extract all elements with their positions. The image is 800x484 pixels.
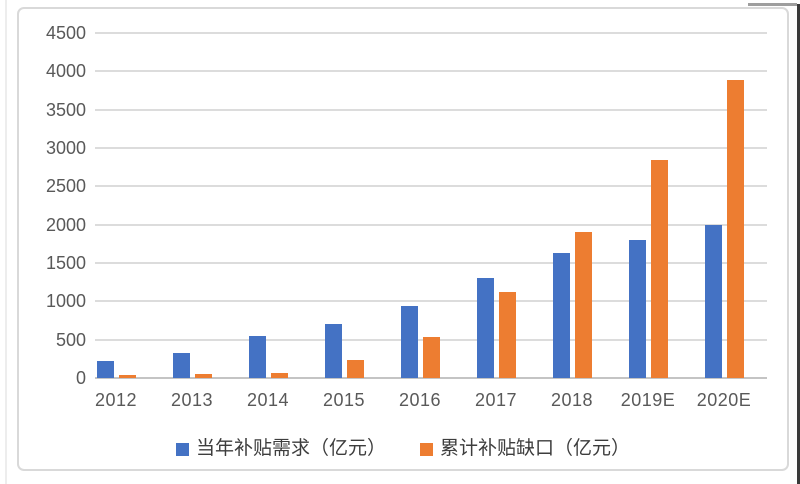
bar-2020e-series-1 [704,224,722,378]
bar-2020e-series-2 [726,79,744,378]
legend-swatch-orange-icon [420,442,433,456]
y-axis-tick-label: 1000 [45,291,86,312]
bar-series-container [78,33,762,378]
bar-group-2017 [458,33,534,378]
bar-group-2016 [382,33,458,378]
legend-item-series-1: 当年补贴需求（亿元） [175,438,386,460]
x-axis-line [95,377,767,379]
screenshot-edge-left [5,0,7,484]
y-axis-tick-label: 2000 [45,214,86,235]
plot-area [78,32,767,379]
bar-group-2020e [686,33,762,378]
gridline [95,32,767,34]
bar-2017-series-2 [498,292,516,378]
x-axis-label: 2019E [620,390,676,410]
gridline [95,185,767,188]
bar-2016-series-2 [422,337,440,378]
screenshot-edge-top-right [748,3,797,6]
bar-2019e-series-1 [628,240,646,378]
y-axis-tick-label: 4000 [45,61,86,82]
bar-2015-series-2 [346,360,364,378]
x-axis-label: 2017 [474,390,518,410]
x-axis-label: 2013 [170,390,214,410]
legend-label-series-1: 当年补贴需求（亿元） [195,438,386,459]
y-axis-tick-label: 2500 [45,176,86,197]
gridline [95,70,767,73]
gridline [95,108,767,111]
bar-group-2018 [534,33,610,378]
chart-legend: 当年补贴需求（亿元） 累计补贴缺口（亿元） [19,438,787,460]
bar-2019e-series-2 [650,160,668,378]
gridline [95,262,767,264]
x-axis-label: 2012 [94,390,138,410]
bar-2012-series-1 [96,361,114,378]
y-axis-tick-label: 3000 [45,138,86,158]
chart-panel: 0 500 1000 1500 2000 2500 3000 3500 4000 4500 201… [17,7,789,471]
x-axis-label: 2020E [696,390,752,410]
bar-group-2013 [154,33,230,378]
bar-2015-series-1 [324,324,342,378]
bar-2013-series-1 [172,352,190,378]
screenshot-edge-right [796,4,800,484]
bar-2017-series-1 [476,278,494,378]
x-axis-label: 2018 [550,390,594,410]
legend-swatch-blue-icon [175,442,189,456]
bar-2012-series-2 [118,374,136,378]
y-axis-tick-label: 0 [75,368,86,388]
bar-group-2015 [306,33,382,378]
x-axis-label: 2014 [246,390,290,410]
bar-group-2012 [78,33,154,378]
y-axis-tick-label: 1500 [45,253,86,273]
bar-2014-series-2 [270,373,288,378]
x-axis-label: 2015 [322,390,366,410]
x-axis: 2012 2013 2014 2015 2016 2017 2018 2019E 2020E [78,388,762,412]
y-axis-tick-label: 500 [55,329,86,350]
gridline [95,300,767,303]
y-axis-tick-label: 3500 [45,99,86,120]
bar-2018-series-1 [552,253,570,378]
legend-item-series-2: 累计补贴缺口（亿元） [420,438,630,460]
x-axis-label: 2016 [398,390,442,410]
legend-label-series-2: 累计补贴缺口（亿元） [440,438,631,459]
y-axis: 0 500 1000 1500 2000 2500 3000 3500 4000 4500 [25,23,86,388]
bar-2018-series-2 [574,232,592,378]
bar-group-2014 [230,33,306,378]
bar-2016-series-1 [400,305,418,378]
bar-2013-series-2 [194,373,212,378]
bar-2014-series-1 [248,335,266,378]
gridline [95,147,767,149]
bar-group-2019e [610,33,686,378]
gridline [95,223,767,226]
y-axis-tick-label: 4500 [45,23,86,43]
